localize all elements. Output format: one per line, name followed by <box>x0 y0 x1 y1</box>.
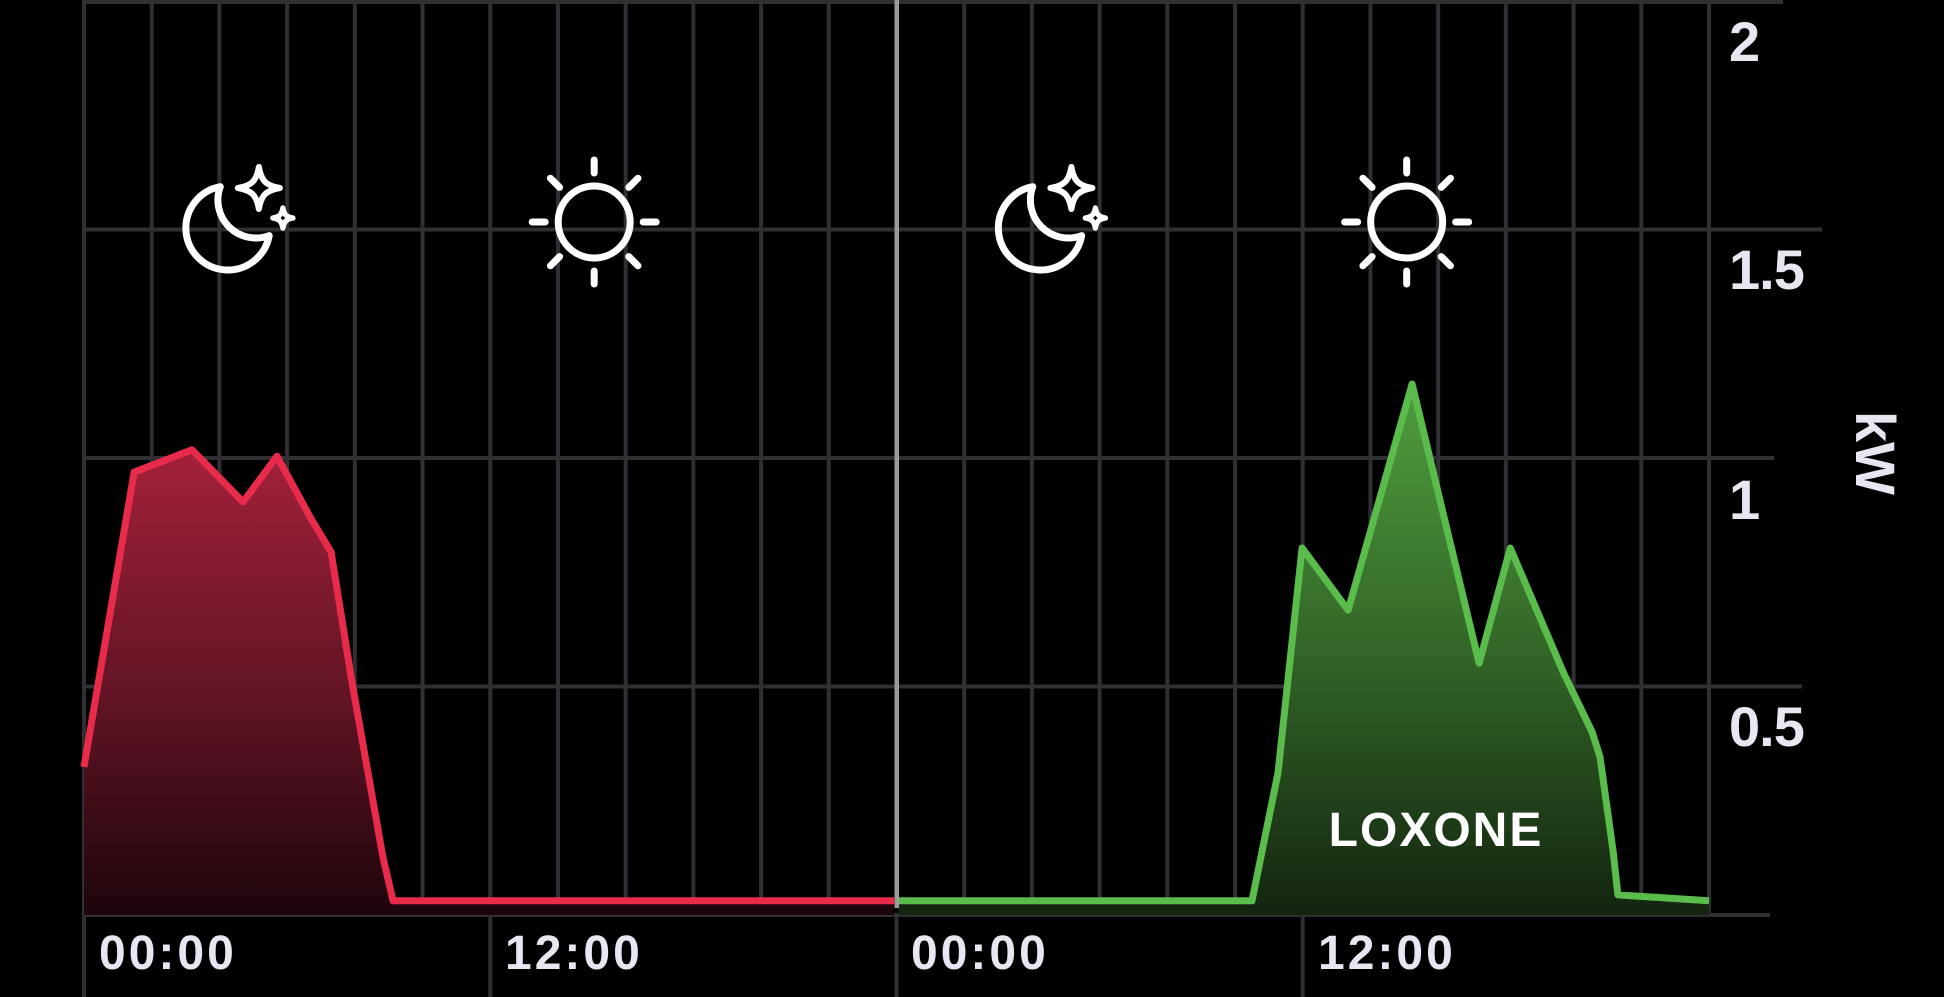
y-axis-tick-2: 2 <box>1729 10 1760 73</box>
moon-stars-icon <box>182 164 296 274</box>
moon-stars-icon <box>994 164 1109 274</box>
x-axis-tick-day1-midnight: 00:00 <box>99 927 237 980</box>
day-divider <box>894 0 899 908</box>
x-axis-tick-day1-noon: 12:00 <box>505 927 643 980</box>
day2-consumption-loxone-line <box>898 380 1710 905</box>
y-axis-tick-1: 1 <box>1729 468 1760 531</box>
x-axis-tick-day2-noon: 12:00 <box>1318 927 1456 980</box>
sun-icon <box>1341 156 1473 288</box>
day2-consumption-loxone-area <box>898 384 1709 915</box>
x-axis-tick-day2-midnight: 00:00 <box>911 927 1049 980</box>
day1-consumption-line <box>80 446 895 905</box>
day1-consumption-area <box>84 449 895 915</box>
sun-icon <box>528 156 660 288</box>
y-axis-tick-0-5: 0.5 <box>1729 695 1805 758</box>
loxone-watermark: LOXONE <box>1328 804 1544 857</box>
y-axis-unit-label: kW <box>1844 411 1907 495</box>
y-axis-tick-1-5: 1.5 <box>1729 238 1805 301</box>
